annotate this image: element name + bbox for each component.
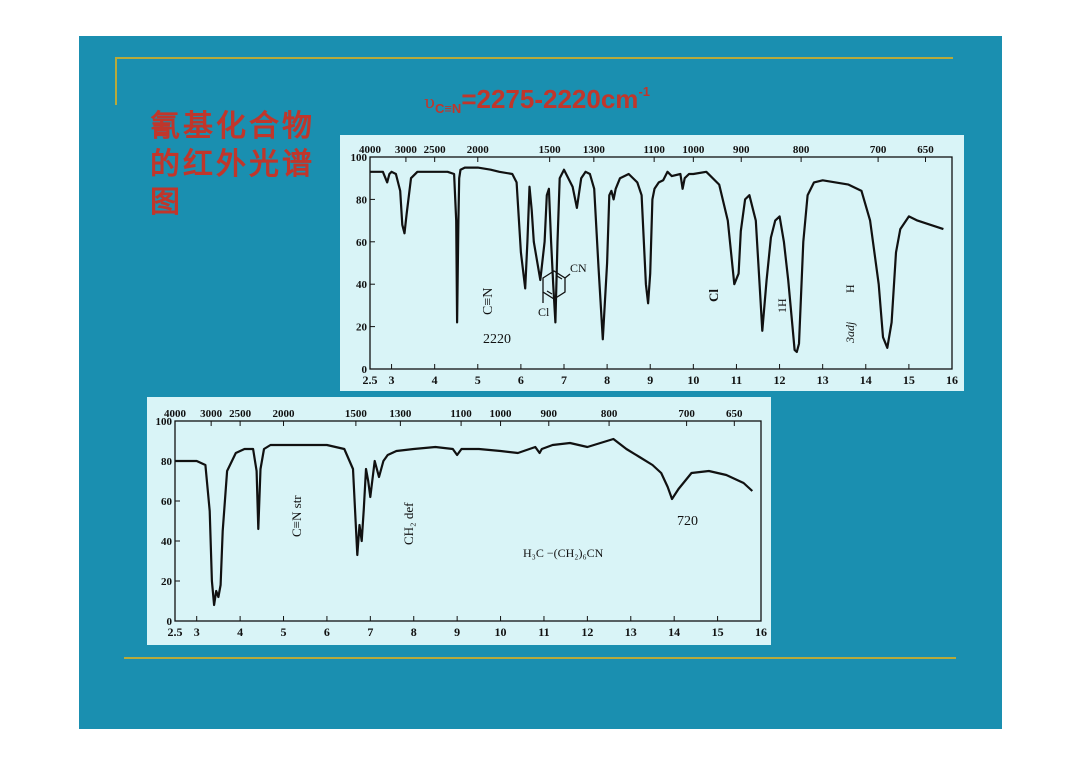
nu-symbol: υ <box>424 92 435 113</box>
x-tick-label: 13 <box>625 625 637 639</box>
x-tick-label: 6 <box>518 373 524 387</box>
annotation-cn-str: C≡N str <box>289 495 304 537</box>
top-tick-label: 3000 <box>200 408 223 420</box>
spectrum-chart-1: 2.5 3 4 5 6 7 8 9 10 11 12 13 14 15 16 4000 3000 2500 2000… <box>351 144 959 387</box>
y-tick-label: 100 <box>351 152 368 164</box>
benzonitrile-structure-icon <box>542 270 571 303</box>
top-tick-label: 2500 <box>424 144 447 156</box>
top-tick-label: 2000 <box>273 408 296 420</box>
x-tick-label: 7 <box>367 625 373 639</box>
y-tick-label: 0 <box>167 616 173 628</box>
nitrile-range-formula: υC≡N=2275-2220cm-1 <box>424 84 650 116</box>
top-tick-label: 1500 <box>539 144 562 156</box>
x-tick-label: 4 <box>237 625 243 639</box>
top-tick-label: 900 <box>541 408 558 420</box>
top-tick-label: 1000 <box>682 144 705 156</box>
x-tick-label: 14 <box>860 373 872 387</box>
plot-frame <box>174 420 762 622</box>
top-tick-label: 1300 <box>389 408 412 420</box>
annotation-h: H <box>843 284 857 293</box>
x-tick-label: 9 <box>454 625 460 639</box>
x-tick-label: 8 <box>411 625 417 639</box>
top-tick-label: 2500 <box>229 408 252 420</box>
y-tick-label: 60 <box>356 237 368 249</box>
top-tick-label: 1300 <box>583 144 606 156</box>
x-tick-label: 7 <box>561 373 567 387</box>
formula-range: =2275-2220cm <box>461 84 639 114</box>
top-tick-label: 800 <box>793 144 810 156</box>
spectrum-panel-octanenitrile: 2.5 3 4 5 6 7 8 9 10 11 12 13 14 15 16 4000 3000 2500 2000… <box>147 397 771 645</box>
top-tick-label: 4000 <box>359 144 382 156</box>
x-tick-label: 13 <box>817 373 829 387</box>
x-tick-label: 11 <box>731 373 742 387</box>
top-tick-label: 2000 <box>467 144 490 156</box>
y-tick-label: 80 <box>356 194 368 206</box>
y-tick-label: 80 <box>161 456 173 468</box>
y-tick-label: 20 <box>356 322 368 334</box>
y-tick-label: 0 <box>362 364 368 376</box>
annotation-ch2-def: CH₂ def <box>401 502 416 545</box>
top-tick-label: 700 <box>678 408 695 420</box>
top-tick-label: 1100 <box>643 144 665 156</box>
x-tick-label: 14 <box>668 625 680 639</box>
x-tick-label: 3 <box>194 625 200 639</box>
annotation-cl: Cl <box>706 289 721 302</box>
top-tick-label: 900 <box>733 144 750 156</box>
x-tick-label: 6 <box>324 625 330 639</box>
top-rule <box>115 57 953 59</box>
x-tick-label: 2.5 <box>168 625 183 639</box>
annotation-2220: 2220 <box>483 332 511 347</box>
x-tick-label: 10 <box>687 373 699 387</box>
x-tick-label: 5 <box>475 373 481 387</box>
structure-substituent-cl: Cl <box>538 305 550 319</box>
y-tick-label: 40 <box>161 536 173 548</box>
top-tick-label: 4000 <box>164 408 187 420</box>
x-tick-label: 8 <box>604 373 610 387</box>
spectrum-panel-chlorobenzonitrile: 2.5 3 4 5 6 7 8 9 10 11 12 13 14 15 16 4000 3000 2500 2000… <box>340 135 964 391</box>
top-tick-label: 650 <box>917 144 934 156</box>
x-tick-label: 5 <box>281 625 287 639</box>
ir-spectrum-line <box>175 437 754 607</box>
x-tick-label: 10 <box>495 625 507 639</box>
annotation-720: 720 <box>677 514 698 529</box>
annotation-3adj: 3adj <box>843 321 857 344</box>
slide-title: 氰基化合物的红外光谱图 <box>150 109 315 220</box>
top-tick-label: 700 <box>870 144 887 156</box>
formula-subscript: C≡N <box>434 101 462 116</box>
annotation-cn-stretch: C≡N <box>481 288 496 315</box>
x-tick-label: 2.5 <box>363 373 378 387</box>
top-tick-label: 1100 <box>450 408 472 420</box>
annotation-1h: 1H <box>775 298 789 313</box>
x-tick-label: 4 <box>432 373 438 387</box>
x-tick-label: 15 <box>712 625 724 639</box>
y-tick-label: 60 <box>161 496 173 508</box>
top-tick-label: 1500 <box>345 408 368 420</box>
y-tick-label: 100 <box>156 416 173 428</box>
spectrum-chart-2: 2.5 3 4 5 6 7 8 9 10 11 12 13 14 15 16 4000 3000 2500 2000… <box>156 408 768 639</box>
top-tick-label: 800 <box>601 408 618 420</box>
top-tick-label: 650 <box>726 408 743 420</box>
x-tick-label: 16 <box>946 373 958 387</box>
x-tick-label: 3 <box>389 373 395 387</box>
x-tick-label: 11 <box>538 625 549 639</box>
x-tick-label: 16 <box>755 625 767 639</box>
structure-substituent-cn: CN <box>570 261 587 275</box>
left-rule <box>115 57 117 105</box>
x-tick-label: 15 <box>903 373 915 387</box>
x-tick-label: 12 <box>774 373 786 387</box>
formula-superscript: -1 <box>638 84 650 99</box>
plot-frame <box>369 156 953 370</box>
top-tick-label: 1000 <box>490 408 513 420</box>
y-tick-label: 40 <box>356 279 368 291</box>
bottom-rule <box>124 657 956 659</box>
annotation-formula: H₃C −(CH₂)₆CN <box>523 546 604 560</box>
y-tick-label: 20 <box>161 576 173 588</box>
top-tick-label: 3000 <box>395 144 418 156</box>
x-tick-label: 12 <box>581 625 593 639</box>
ir-spectrum-line <box>370 166 944 354</box>
x-tick-label: 9 <box>647 373 653 387</box>
